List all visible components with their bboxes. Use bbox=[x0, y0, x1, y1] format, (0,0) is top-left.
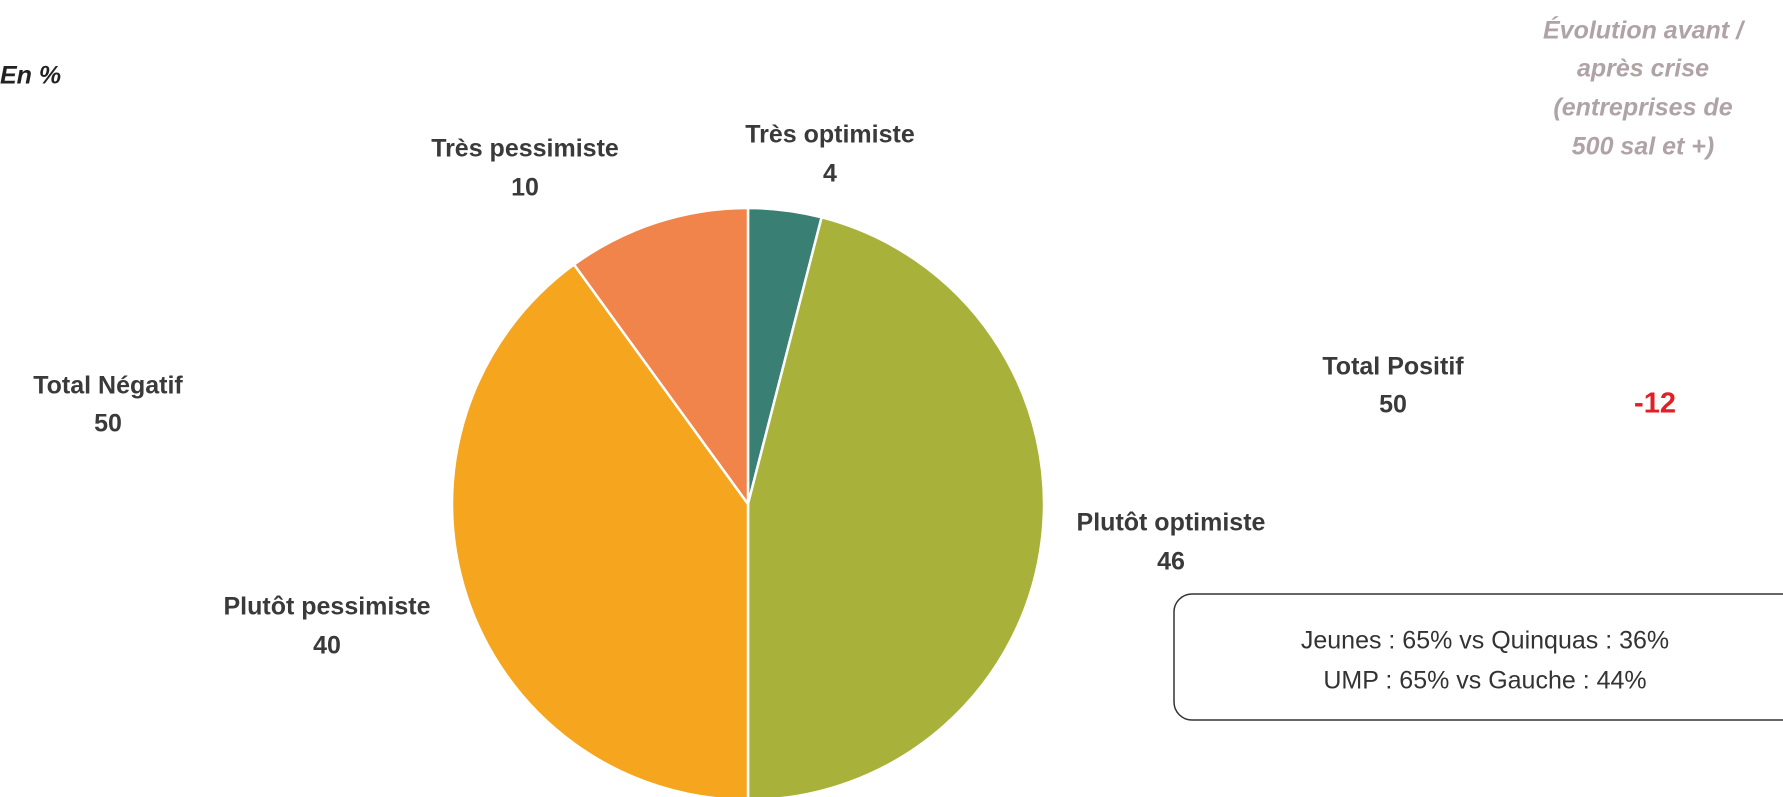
total-negative-label: Total Négatif bbox=[33, 372, 183, 400]
total-negative-value: 50 bbox=[94, 410, 122, 438]
slice-value: 4 bbox=[823, 160, 837, 188]
slice-value: 46 bbox=[1157, 548, 1185, 576]
slice-label: Plutôt optimiste bbox=[1077, 509, 1266, 537]
slice-label: Très pessimiste bbox=[431, 135, 619, 163]
slice-label: Plutôt pessimiste bbox=[224, 593, 431, 621]
evolution-title: Évolution avant / bbox=[1543, 16, 1746, 45]
pie-slice bbox=[746, 215, 1046, 797]
evolution-title: 500 sal et +) bbox=[1572, 133, 1714, 161]
slice-value: 40 bbox=[313, 632, 341, 660]
pie-slice bbox=[572, 206, 750, 508]
slice-label: Très optimiste bbox=[745, 121, 915, 149]
note-box bbox=[1173, 593, 1783, 721]
pie-slice bbox=[450, 262, 750, 797]
total-positive-label: Total Positif bbox=[1322, 353, 1464, 381]
evolution-title: après crise bbox=[1577, 55, 1709, 83]
evolution-value: -12 bbox=[1634, 388, 1676, 420]
evolution-title: (entreprises de bbox=[1553, 94, 1732, 122]
note-line: Jeunes : 65% vs Quinquas : 36% bbox=[1301, 627, 1669, 655]
note-line: UMP : 65% vs Gauche : 44% bbox=[1323, 667, 1646, 695]
slice-value: 10 bbox=[511, 174, 539, 202]
unit-label: En % bbox=[0, 62, 61, 90]
total-positive-value: 50 bbox=[1379, 391, 1407, 419]
